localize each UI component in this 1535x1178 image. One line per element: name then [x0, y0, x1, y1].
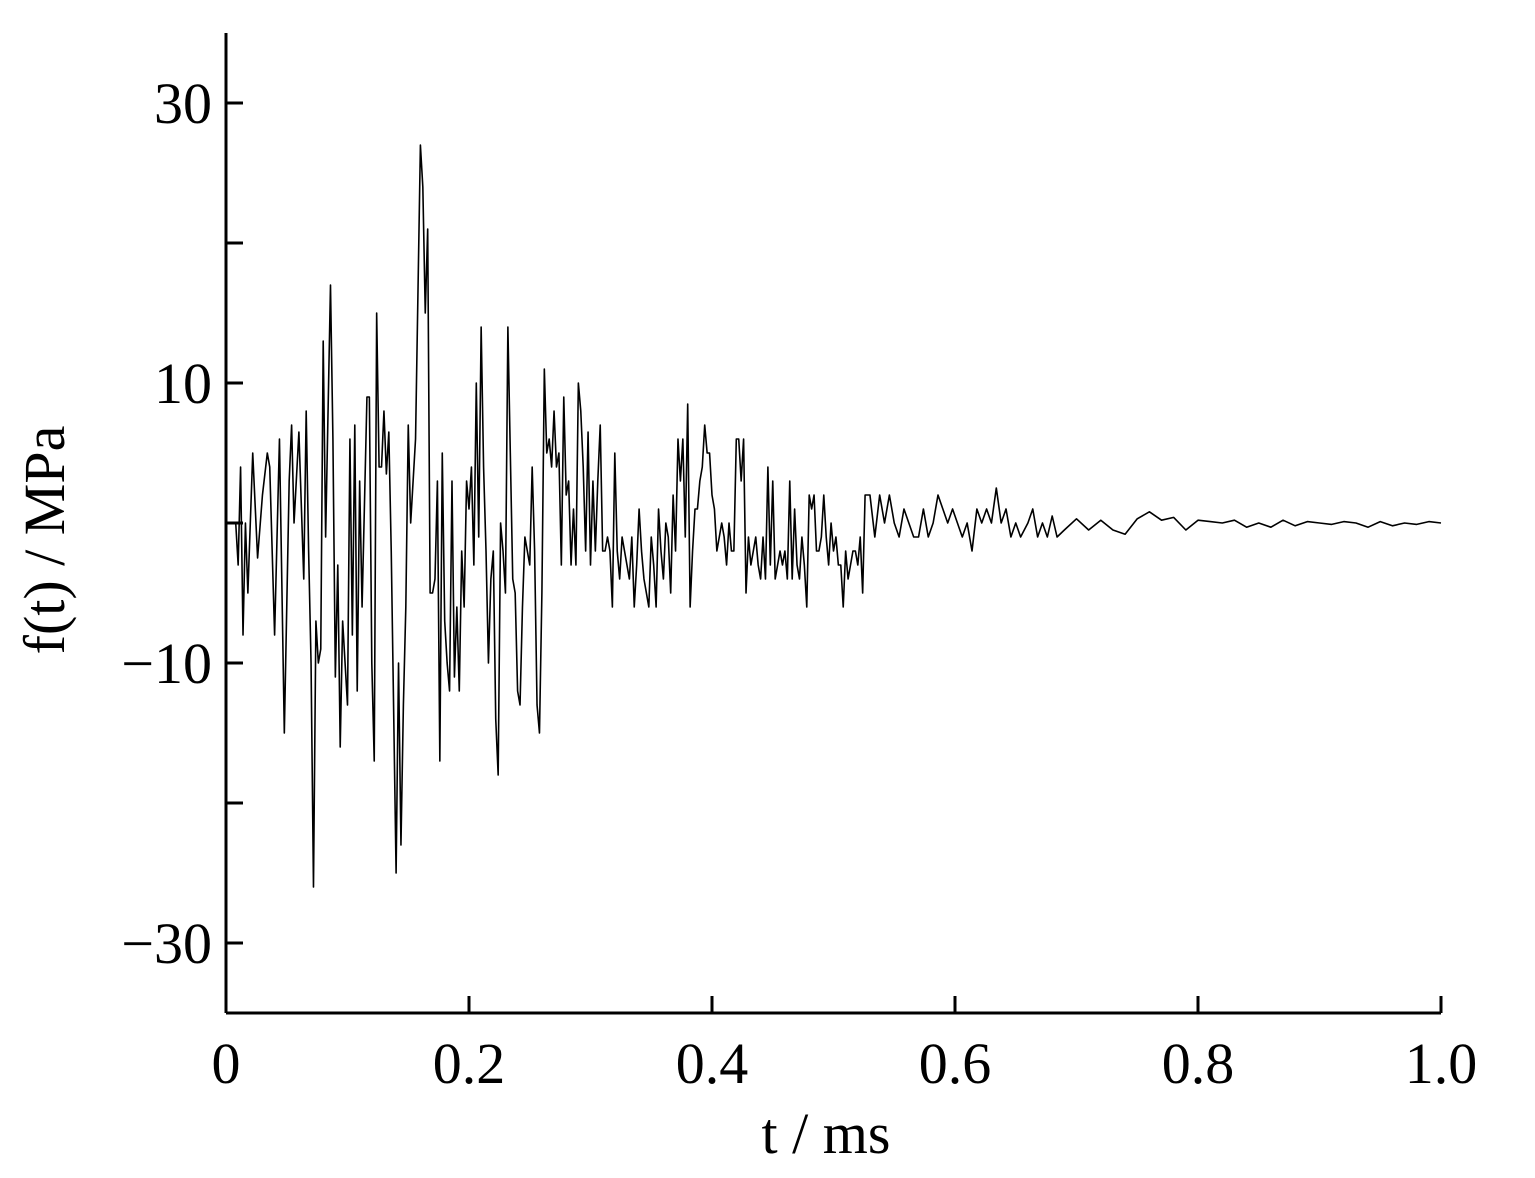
x-tick-label: 0.4: [676, 1031, 749, 1096]
x-axis-label: t / ms: [762, 1101, 891, 1166]
y-tick-label: −30: [121, 911, 212, 976]
y-tick-label: 10: [154, 351, 212, 416]
y-axis-label: f(t) / MPa: [12, 426, 77, 655]
x-tick-label: 1.0: [1405, 1031, 1478, 1096]
y-tick-label: 30: [154, 71, 212, 136]
data-line: [226, 144, 1442, 888]
x-tick-label: 0.6: [919, 1031, 992, 1096]
x-tick-label: 0.8: [1162, 1031, 1235, 1096]
x-tick-label: 0: [212, 1031, 241, 1096]
x-tick-label: 0.2: [433, 1031, 506, 1096]
y-tick-label: −10: [121, 631, 212, 696]
